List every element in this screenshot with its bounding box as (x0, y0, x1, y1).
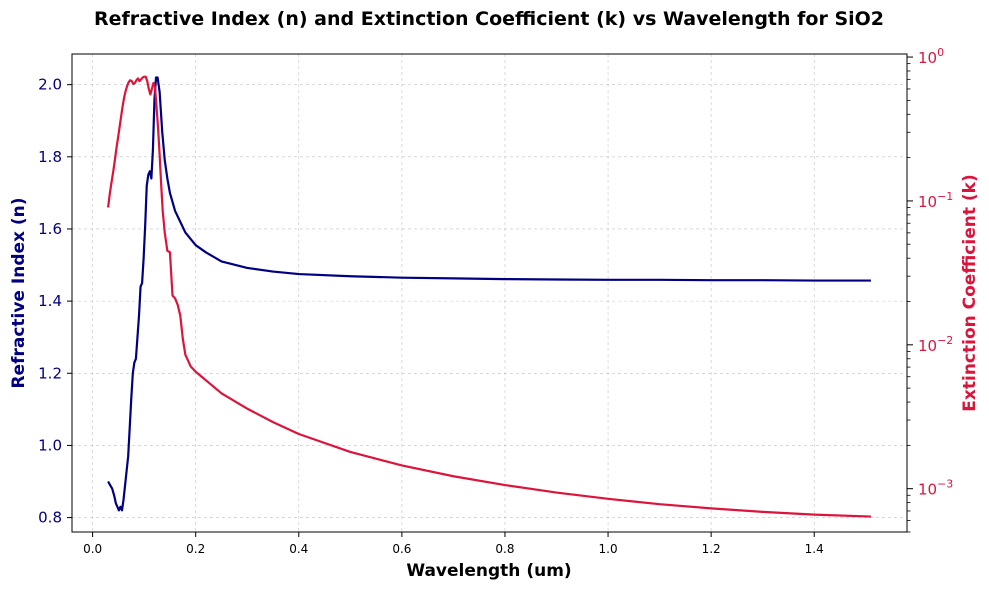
x-axis-label: Wavelength (um) (406, 561, 571, 581)
x-tick-label: 0.2 (186, 542, 205, 556)
x-tick-label: 0.8 (495, 542, 514, 556)
right-y-axis-label: Extinction Coefficient (k) (960, 174, 980, 411)
chart-title: Refractive Index (n) and Extinction Coef… (94, 8, 884, 30)
right-y-tick-label: 10−2 (918, 334, 953, 355)
left-y-axis-label: Refractive Index (n) (9, 197, 29, 388)
left-y-tick-label: 1.2 (38, 364, 62, 382)
left-y-tick-label: 0.8 (38, 509, 62, 527)
x-tick-label: 0.6 (392, 542, 411, 556)
right-y-tick-label: 100 (918, 46, 944, 67)
grid-layer (72, 54, 907, 532)
x-tick-label: 1.4 (805, 542, 824, 556)
left-y-tick-label: 1.4 (38, 292, 62, 310)
left-y-tick-label: 2.0 (38, 76, 62, 94)
left-y-tick-label: 1.0 (38, 436, 62, 454)
x-tick-label: 0.4 (289, 542, 308, 556)
series-line-k (106, 75, 871, 518)
x-tick-label: 0.0 (83, 542, 102, 556)
right-y-tick-label: 10−3 (918, 478, 953, 499)
series-line-n (107, 76, 871, 512)
left-y-tick-label: 1.8 (38, 148, 62, 166)
right-y-tick-label: 10−1 (918, 190, 953, 211)
left-y-tick-label: 1.6 (38, 220, 62, 238)
x-tick-label: 1.2 (702, 542, 721, 556)
axis-layer: 0.0 0.2 0.4 0.6 0.8 1.0 1.2 1.4 0.8 1.0 1.2 1.4 1.6 1… (38, 46, 953, 556)
plot-frame (71, 53, 908, 533)
series-layer (106, 75, 871, 518)
x-tick-label: 1.0 (599, 542, 618, 556)
